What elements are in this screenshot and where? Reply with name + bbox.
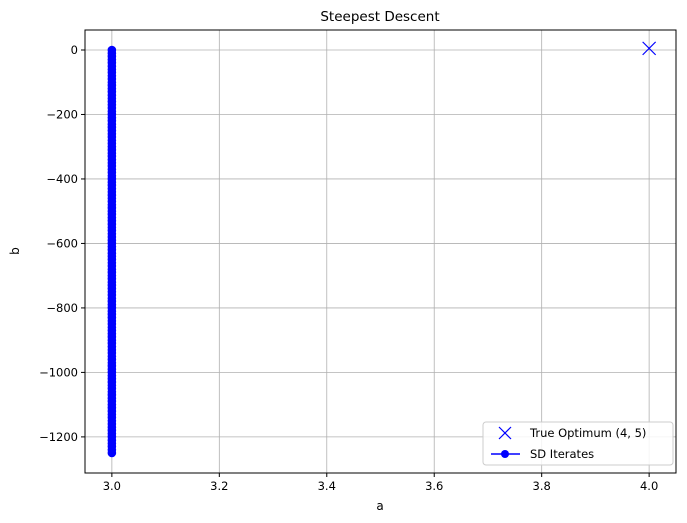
y-axis: 0 −200 −400 −600 −800 −1000 −1200	[39, 43, 85, 444]
legend-entry-sd-iterates: SD Iterates	[530, 447, 594, 461]
grid	[85, 30, 676, 473]
y-tick-label: −1000	[39, 365, 78, 379]
legend: True Optimum (4, 5) SD Iterates	[482, 421, 674, 466]
sd-iterate-point	[107, 448, 117, 458]
x-tick-label: 3.2	[210, 479, 228, 493]
y-tick-label: −200	[46, 107, 78, 121]
y-tick-label: −800	[46, 301, 78, 315]
chart-title: Steepest Descent	[320, 9, 439, 25]
x-tick-label: 3.6	[425, 479, 443, 493]
x-tick-label: 4.0	[640, 479, 658, 493]
sd-iterates-series	[107, 45, 117, 458]
true-optimum-stroke	[642, 41, 657, 56]
x-tick-label: 3.8	[533, 479, 551, 493]
legend-marker-x-icon	[498, 426, 512, 440]
y-tick-label: 0	[71, 43, 78, 57]
series-layer	[107, 41, 657, 458]
true-optimum-point	[642, 41, 657, 56]
x-tick-label: 3.4	[318, 479, 336, 493]
y-tick-label: −1200	[39, 430, 78, 444]
legend-circle-icon	[501, 450, 509, 458]
y-tick-label: −400	[46, 172, 78, 186]
legend-box	[482, 421, 674, 466]
x-axis-label: a	[376, 499, 383, 513]
y-tick-label: −600	[46, 236, 78, 250]
legend-entry-true-optimum: True Optimum (4, 5)	[529, 426, 646, 440]
x-tick-label: 3.0	[103, 479, 121, 493]
plot-area	[84, 29, 677, 474]
y-axis-label: b	[8, 247, 22, 255]
x-axis: 3.0 3.2 3.4 3.6 3.8 4.0	[103, 473, 658, 493]
